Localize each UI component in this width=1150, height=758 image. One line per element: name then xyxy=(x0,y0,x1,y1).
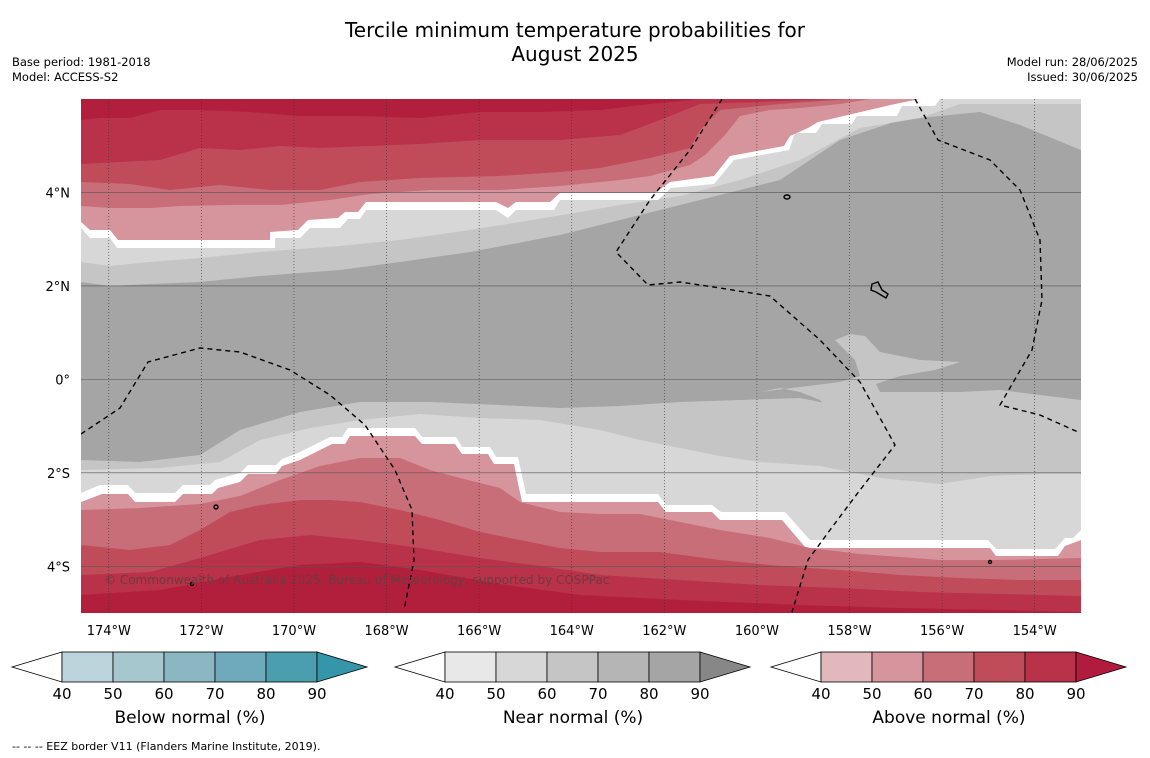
eez-border-line-islands-east xyxy=(914,99,1079,433)
eez-borders xyxy=(81,99,1079,613)
colorbar-label-below: Below normal (%) xyxy=(114,708,266,728)
colorbar-max-arrow xyxy=(316,651,369,683)
lon-tick-label: 166°W xyxy=(457,624,501,639)
colorbar-segment xyxy=(163,651,216,683)
colorbar-segment xyxy=(820,651,873,683)
colorbar-min-arrow xyxy=(393,651,446,683)
colorbar-segment xyxy=(495,651,548,683)
longitude-labels: 174°W 172°W 170°W 168°W 166°W 164°W 162°W 160°W… xyxy=(87,624,1057,639)
meta-left: Base period: 1981-2018 Model: ACCESS-S2 xyxy=(12,55,151,85)
gridlines xyxy=(81,99,1081,613)
lon-tick-label: 172°W xyxy=(179,624,223,639)
probability-map: © Commonwealth of Australia 2025, Bureau… xyxy=(10,99,1128,703)
lon-tick-label: 174°W xyxy=(87,624,131,639)
lon-tick-label: 154°W xyxy=(1013,624,1057,639)
colorbars: 40 50 60 70 80 90 40 50 60 70 80 90 40 50 60 70 80 90 xyxy=(10,651,1128,703)
colorbar-max-arrow xyxy=(1075,651,1128,683)
colorbar-tick-label: 50 xyxy=(103,685,122,703)
colorbar-label-near: Near normal (%) xyxy=(502,708,644,728)
colorbar-tick-label: 50 xyxy=(862,685,881,703)
base-period: Base period: 1981-2018 xyxy=(12,55,151,69)
colorbar-segment xyxy=(648,651,701,683)
colorbar-segment xyxy=(214,651,267,683)
lat-tick-label: 2°S xyxy=(47,467,70,482)
island-dot-2 xyxy=(987,559,993,565)
lat-tick-label: 4°S xyxy=(47,560,70,575)
colorbar-tick-label: 60 xyxy=(913,685,932,703)
map-title-line2: August 2025 xyxy=(511,42,639,66)
colorbar-0: 40 50 60 70 80 90 xyxy=(10,651,369,703)
colorbar-tick-label: 60 xyxy=(537,685,556,703)
eez-border-kiribati-phoenix xyxy=(81,347,415,611)
colorbar-segment xyxy=(922,651,975,683)
meta-right: Model run: 28/06/2025 Issued: 30/06/2025 xyxy=(1007,55,1138,85)
colorbar-tick-label: 90 xyxy=(690,685,709,703)
colorbar-max-arrow xyxy=(699,651,752,683)
island-small-south xyxy=(213,504,219,510)
lon-tick-label: 156°W xyxy=(920,624,964,639)
south-above-90 xyxy=(81,562,1081,613)
colorbar-tick-label: 80 xyxy=(1015,685,1034,703)
lon-tick-label: 168°W xyxy=(364,624,408,639)
colorbar-segment xyxy=(112,651,165,683)
colorbar-label-above: Above normal (%) xyxy=(872,708,1026,728)
north-above-80 xyxy=(81,99,830,164)
colorbar-1: 40 50 60 70 80 90 xyxy=(393,651,752,703)
colorbar-tick-label: 40 xyxy=(52,685,71,703)
lon-tick-label: 170°W xyxy=(272,624,316,639)
colorbar-segment xyxy=(871,651,924,683)
lon-tick-label: 164°W xyxy=(550,624,594,639)
north-above-90 xyxy=(81,99,700,120)
colorbar-tick-label: 60 xyxy=(154,685,173,703)
colorbar-tick-label: 70 xyxy=(205,685,224,703)
map-copyright: © Commonwealth of Australia 2025, Bureau… xyxy=(104,573,609,587)
lon-tick-label: 158°W xyxy=(827,624,871,639)
colorbar-tick-label: 40 xyxy=(811,685,830,703)
colorbar-tick-label: 90 xyxy=(1066,685,1085,703)
colorbar-segment xyxy=(973,651,1026,683)
footer-legend: -- -- -- EEZ border V11 (Flanders Marine… xyxy=(12,740,321,753)
island-dot-1 xyxy=(189,581,195,587)
issued-date: Issued: 30/06/2025 xyxy=(1027,70,1138,84)
colorbar-segment xyxy=(444,651,497,683)
colorbar-segment xyxy=(61,651,114,683)
colorbar-tick-label: 70 xyxy=(588,685,607,703)
colorbar-tick-label: 80 xyxy=(639,685,658,703)
island-kiritimati xyxy=(870,281,889,299)
colorbar-tick-label: 90 xyxy=(307,685,326,703)
lon-tick-label: 160°W xyxy=(735,624,779,639)
colorbar-segment xyxy=(546,651,599,683)
colorbar-tick-label: 40 xyxy=(435,685,454,703)
colorbar-tick-label: 50 xyxy=(486,685,505,703)
colorbar-min-arrow xyxy=(769,651,822,683)
islands xyxy=(189,194,993,587)
eez-border-line-islands-north xyxy=(615,99,896,613)
lon-tick-label: 162°W xyxy=(642,624,686,639)
map-title-line1: Tercile minimum temperature probabilitie… xyxy=(344,18,806,42)
colorbar-segment xyxy=(597,651,650,683)
colorbar-2: 40 50 60 70 80 90 xyxy=(769,651,1128,703)
lat-tick-label: 0° xyxy=(55,373,70,388)
colorbar-tick-label: 70 xyxy=(964,685,983,703)
colorbar-tick-label: 80 xyxy=(256,685,275,703)
island-small-north xyxy=(783,194,791,200)
colorbar-min-arrow xyxy=(10,651,63,683)
model-name: Model: ACCESS-S2 xyxy=(12,70,119,84)
model-run: Model run: 28/06/2025 xyxy=(1006,55,1138,69)
colorbar-segment xyxy=(265,651,318,683)
lat-tick-label: 4°N xyxy=(46,186,71,201)
latitude-labels: 4°N 2°N 0° 2°S 4°S xyxy=(46,186,71,575)
lat-tick-label: 2°N xyxy=(46,280,71,295)
map-title: Tercile minimum temperature probabilitie… xyxy=(0,18,1150,66)
colorbar-segment xyxy=(1024,651,1077,683)
